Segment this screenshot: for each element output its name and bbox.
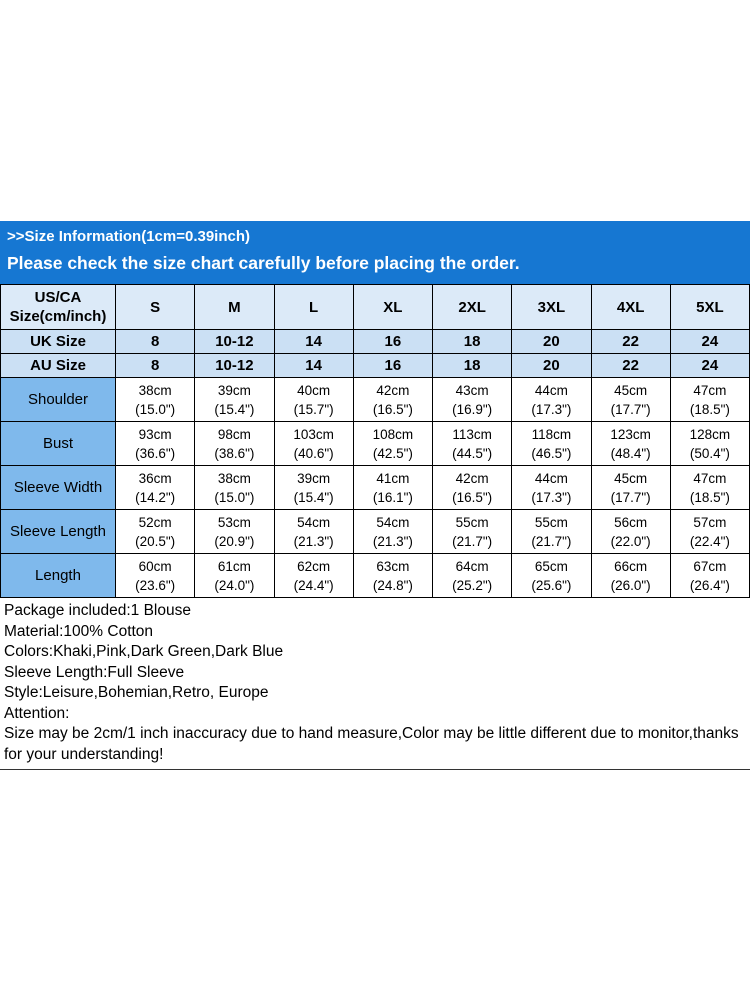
detail-sleeve-length: Sleeve Length:Full Sleeve xyxy=(4,663,185,681)
corner-header-us-ca-size: US/CA Size(cm/inch) xyxy=(0,284,116,330)
size-cell: 8 xyxy=(114,353,196,378)
size-cell: 18 xyxy=(431,353,513,378)
size-cell: 44cm (17.3") xyxy=(511,465,592,510)
size-cell: 57cm (22.4") xyxy=(669,509,750,554)
size-cell: 103cm (40.6") xyxy=(273,421,354,466)
size-cell: 43cm (16.9") xyxy=(431,377,513,422)
size-cell: 65cm (25.6") xyxy=(511,553,592,598)
row-label-sleeve-width: Sleeve Width xyxy=(0,465,116,510)
row-label-sleeve-length: Sleeve Length xyxy=(0,509,116,554)
size-cell: 98cm (38.6") xyxy=(194,421,275,466)
row-label-uk-size: UK Size xyxy=(0,329,116,354)
au-size-row: AU Size 8 10-12 14 16 18 20 22 24 xyxy=(0,353,750,378)
column-header-l: L xyxy=(273,284,354,330)
size-cell: 14 xyxy=(273,329,354,354)
size-cell: 42cm (16.5") xyxy=(431,465,513,510)
size-cell: 118cm (46.5") xyxy=(511,421,592,466)
size-cell: 10-12 xyxy=(194,353,275,378)
measurement-row-sleeve-width: Sleeve Width 36cm (14.2") 38cm (15.0") 3… xyxy=(0,465,750,510)
detail-colors: Colors:Khaki,Pink,Dark Green,Dark Blue xyxy=(4,643,284,660)
size-cell: 41cm (16.1") xyxy=(352,465,434,510)
size-cell: 55cm (21.7") xyxy=(511,509,592,554)
row-label-shoulder: Shoulder xyxy=(0,377,116,422)
size-chart-notice: Please check the size chart carefully be… xyxy=(7,253,520,273)
size-cell: 16 xyxy=(352,353,434,378)
column-header-3xl: 3XL xyxy=(511,284,592,330)
size-information-panel: >>Size Information(1cm=0.39inch) Please … xyxy=(0,221,750,770)
size-cell: 36cm (14.2") xyxy=(114,465,196,510)
column-header-xl: XL xyxy=(352,284,434,330)
detail-attention-label: Attention: xyxy=(4,704,70,722)
size-cell: 20 xyxy=(511,329,592,354)
column-header-m: M xyxy=(194,284,275,330)
column-header-4xl: 4XL xyxy=(590,284,671,330)
table-header-row: US/CA Size(cm/inch) S M L XL 2XL 3XL 4XL… xyxy=(0,284,750,330)
size-cell: 18 xyxy=(431,329,513,354)
detail-disclaimer: Size may be 2cm/1 inch inaccuracy due to… xyxy=(4,725,739,763)
size-cell: 123cm (48.4") xyxy=(590,421,671,466)
measurement-row-shoulder: Shoulder 38cm (15.0") 39cm (15.4") 40cm … xyxy=(0,377,750,422)
size-cell: 63cm (24.8") xyxy=(352,553,434,598)
measurement-row-bust: Bust 93cm (36.6") 98cm (38.6") 103cm (40… xyxy=(0,421,750,466)
size-cell: 8 xyxy=(114,329,196,354)
size-cell: 54cm (21.3") xyxy=(273,509,354,554)
size-cell: 108cm (42.5") xyxy=(352,421,434,466)
size-cell: 24 xyxy=(669,353,750,378)
detail-package-included: Package included:1 Blouse xyxy=(4,602,191,619)
row-label-bust: Bust xyxy=(0,421,116,466)
measurement-row-sleeve-length: Sleeve Length 52cm (20.5") 53cm (20.9") … xyxy=(0,509,750,554)
size-cell: 55cm (21.7") xyxy=(431,509,513,554)
size-cell: 22 xyxy=(590,329,671,354)
size-cell: 113cm (44.5") xyxy=(431,421,513,466)
size-cell: 40cm (15.7") xyxy=(273,377,354,422)
size-info-title: >>Size Information(1cm=0.39inch) xyxy=(7,228,250,245)
size-cell: 66cm (26.0") xyxy=(590,553,671,598)
size-cell: 22 xyxy=(590,353,671,378)
size-cell: 64cm (25.2") xyxy=(431,553,513,598)
size-cell: 56cm (22.0") xyxy=(590,509,671,554)
size-cell: 14 xyxy=(273,353,354,378)
size-cell: 38cm (15.0") xyxy=(194,465,275,510)
size-cell: 42cm (16.5") xyxy=(352,377,434,422)
size-cell: 61cm (24.0") xyxy=(194,553,275,598)
size-cell: 47cm (18.5") xyxy=(669,465,750,510)
row-label-length: Length xyxy=(0,553,116,598)
row-label-au-size: AU Size xyxy=(0,353,116,378)
size-cell: 39cm (15.4") xyxy=(273,465,354,510)
measurement-row-length: Length 60cm (23.6") 61cm (24.0") 62cm (2… xyxy=(0,553,750,598)
size-cell: 52cm (20.5") xyxy=(114,509,196,554)
column-header-s: S xyxy=(114,284,196,330)
size-cell: 93cm (36.6") xyxy=(114,421,196,466)
size-cell: 20 xyxy=(511,353,592,378)
detail-style: Style:Leisure,Bohemian,Retro, Europe xyxy=(4,684,269,701)
size-cell: 47cm (18.5") xyxy=(669,377,750,422)
size-cell: 54cm (21.3") xyxy=(352,509,434,554)
size-cell: 45cm (17.7") xyxy=(590,465,671,510)
size-table: US/CA Size(cm/inch) S M L XL 2XL 3XL 4XL… xyxy=(0,284,750,598)
size-cell: 45cm (17.7") xyxy=(590,377,671,422)
size-cell: 38cm (15.0") xyxy=(114,377,196,422)
size-cell: 39cm (15.4") xyxy=(194,377,275,422)
detail-material: Material:100% Cotton xyxy=(4,622,154,640)
column-header-2xl: 2XL xyxy=(431,284,513,330)
size-cell: 67cm (26.4") xyxy=(669,553,750,598)
size-cell: 16 xyxy=(352,329,434,354)
product-details: Package included:1 Blouse Material:100% … xyxy=(0,598,750,770)
uk-size-row: UK Size 8 10-12 14 16 18 20 22 24 xyxy=(0,329,750,354)
column-header-5xl: 5XL xyxy=(669,284,750,330)
size-cell: 53cm (20.9") xyxy=(194,509,275,554)
size-cell: 44cm (17.3") xyxy=(511,377,592,422)
size-info-banner: >>Size Information(1cm=0.39inch) Please … xyxy=(0,221,750,284)
size-cell: 60cm (23.6") xyxy=(114,553,196,598)
size-cell: 128cm (50.4") xyxy=(669,421,750,466)
size-cell: 24 xyxy=(669,329,750,354)
size-cell: 62cm (24.4") xyxy=(273,553,354,598)
size-cell: 10-12 xyxy=(194,329,275,354)
